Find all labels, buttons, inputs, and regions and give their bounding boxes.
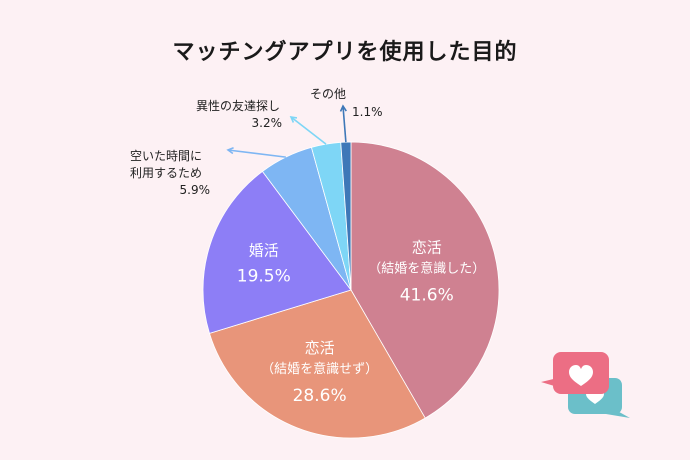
- slice-value-3: 5.9%: [180, 183, 211, 197]
- leader-arrow-icon-4: [289, 115, 298, 123]
- pie-slice-0: [350, 141, 500, 419]
- leader-arrow-icon-5: [339, 104, 347, 112]
- chart-title: マッチングアプリを使用した目的: [172, 40, 518, 65]
- slice-value-2: 19.5%: [237, 266, 291, 286]
- slice-value-5: 1.1%: [352, 105, 383, 119]
- slice-label-3-line-0: 空いた時間に: [130, 149, 202, 163]
- leader-line-4: [290, 116, 327, 145]
- chat-bubble-front-icon: [541, 352, 609, 394]
- slice-label-4-line-0: 異性の友達探し: [196, 99, 280, 113]
- slice-value-1: 28.6%: [293, 386, 347, 406]
- pie-slice-1: [208, 289, 426, 439]
- slice-label-2-line-0: 婚活: [249, 241, 279, 259]
- heart-chat-bubble-icon: [541, 352, 630, 418]
- leader-line-5: [342, 105, 347, 143]
- leader-line-3: [227, 149, 286, 158]
- slice-label-1-line-0: 恋活: [305, 339, 335, 357]
- slice-label-1-line-1: （結婚を意識せず）: [261, 361, 378, 377]
- leader-arrow-icon-3: [226, 147, 234, 155]
- slice-value-0: 41.6%: [400, 286, 454, 306]
- slice-label-0-line-1: （結婚を意識した）: [368, 261, 485, 277]
- slice-label-3-line-1: 利用するため: [130, 166, 202, 180]
- slice-value-4: 3.2%: [252, 116, 283, 130]
- slice-label-0-line-0: 恋活: [412, 239, 442, 257]
- pie-slice-2: [202, 170, 352, 334]
- slice-label-5-line-0: その他: [310, 87, 346, 101]
